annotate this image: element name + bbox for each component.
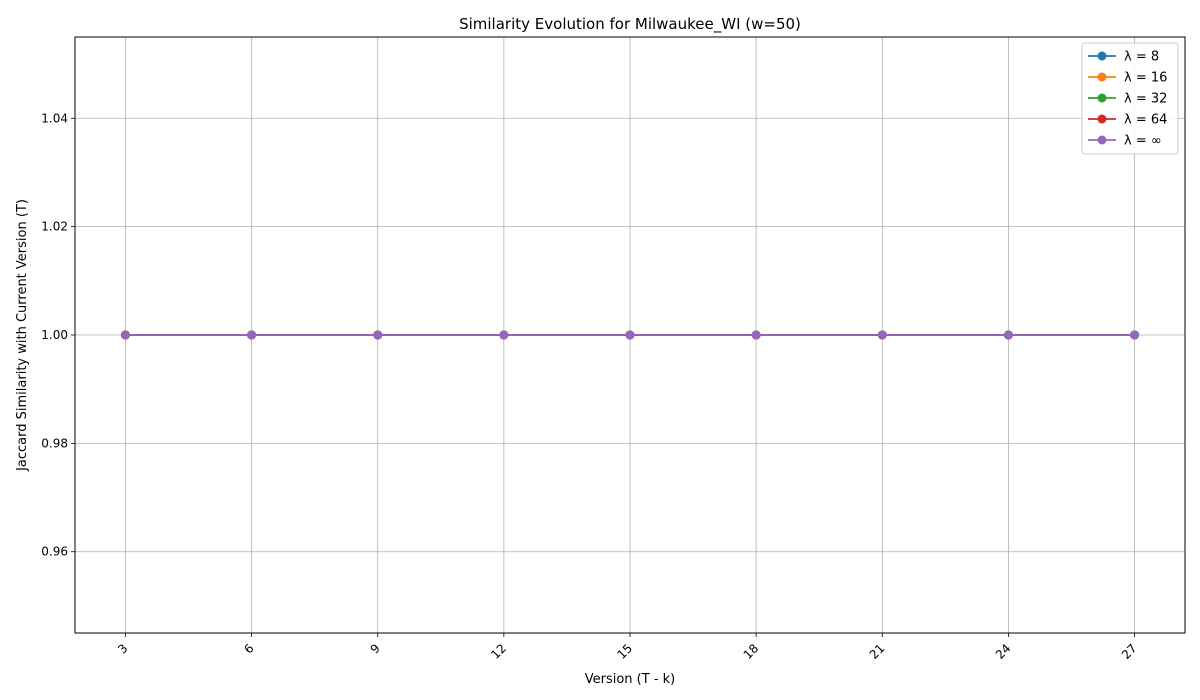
data-point-marker (1003, 330, 1013, 340)
legend-item: λ = 16 (1088, 71, 1167, 86)
x-tick-label: 18 (741, 641, 762, 662)
data-point-marker (625, 330, 635, 340)
data-point-marker (751, 330, 761, 340)
y-tick-label: 1.04 (41, 111, 68, 125)
x-tick-label: 6 (241, 641, 256, 656)
legend-marker-swatch (1097, 114, 1107, 124)
legend-marker-swatch (1097, 135, 1107, 145)
legend-marker-swatch (1097, 72, 1107, 82)
legend-label: λ = 32 (1124, 92, 1167, 107)
x-axis-title: Version (T - k) (585, 672, 676, 687)
y-axis-ticks: 0.96 0.98 1.00 1.02 1.04 (41, 111, 75, 559)
legend-item: λ = 8 (1088, 50, 1159, 65)
y-tick-label: 1.00 (41, 328, 68, 342)
data-point-marker (247, 330, 257, 340)
legend-label: λ = 64 (1124, 113, 1167, 128)
x-tick-label: 9 (368, 641, 383, 656)
x-tick-label: 27 (1119, 641, 1140, 662)
x-tick-label: 12 (488, 641, 509, 662)
legend-item: λ = ∞ (1088, 134, 1162, 149)
legend-marker-swatch (1097, 51, 1107, 61)
y-tick-label: 0.98 (41, 436, 68, 450)
legend-item: λ = 64 (1088, 113, 1167, 128)
legend: λ = 8 λ = 16 λ = 32 λ = 64 λ = ∞ (1081, 42, 1179, 155)
y-tick-label: 0.96 (41, 545, 68, 559)
legend-label: λ = 8 (1124, 50, 1159, 65)
data-point-marker (373, 330, 383, 340)
legend-label: λ = ∞ (1124, 134, 1162, 149)
x-axis-ticks: 3 6 9 12 15 18 21 24 27 (115, 633, 1140, 662)
legend-item: λ = 32 (1088, 92, 1167, 107)
data-point-marker (120, 330, 130, 340)
data-point-marker (499, 330, 509, 340)
legend-box (1081, 42, 1179, 155)
data-point-marker (1130, 330, 1140, 340)
legend-label: λ = 16 (1124, 71, 1167, 86)
series-group (120, 330, 1140, 340)
y-tick-label: 1.02 (41, 220, 68, 234)
x-tick-label: 24 (993, 641, 1014, 662)
chart-title: Similarity Evolution for Milwaukee_WI (w… (459, 15, 801, 34)
y-axis-title: Jaccard Similarity with Current Version … (15, 199, 30, 472)
legend-marker-swatch (1097, 93, 1107, 103)
x-tick-label: 15 (614, 641, 635, 662)
x-tick-label: 3 (115, 641, 130, 656)
series-layer (120, 330, 1140, 340)
x-tick-label: 21 (867, 641, 888, 662)
data-point-marker (877, 330, 887, 340)
